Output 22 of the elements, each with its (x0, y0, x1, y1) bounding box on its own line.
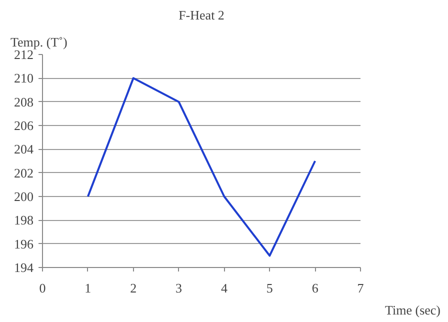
y-tick-label: 202 (14, 165, 34, 180)
y-tick-label: 210 (14, 70, 34, 86)
x-axis-title: Time (sec) (385, 302, 441, 318)
x-tick-label: 0 (39, 280, 46, 296)
y-tick-label: 200 (14, 189, 34, 204)
x-tick-label: 1 (84, 280, 92, 296)
x-tick-label: 2 (130, 280, 137, 296)
y-tick-label: 194 (14, 260, 34, 275)
x-tick-label: 4 (220, 280, 228, 296)
y-tick-label: 212 (14, 47, 34, 62)
y-axis-title: Temp. (T˚) (10, 34, 68, 50)
y-tick-label: 204 (14, 142, 34, 157)
y-tick-label: 198 (14, 212, 34, 228)
y-tick-label: 206 (14, 118, 34, 133)
line-series (86, 77, 316, 257)
y-tick-label: 196 (14, 236, 34, 252)
chart-title: F-Heat 2 (178, 8, 224, 22)
x-tick-label: 7 (357, 280, 364, 296)
x-tick-label: 5 (266, 280, 273, 296)
y-tick-label: 208 (14, 94, 34, 110)
x-tick-label: 6 (312, 280, 319, 296)
x-tick-label: 3 (176, 280, 182, 296)
